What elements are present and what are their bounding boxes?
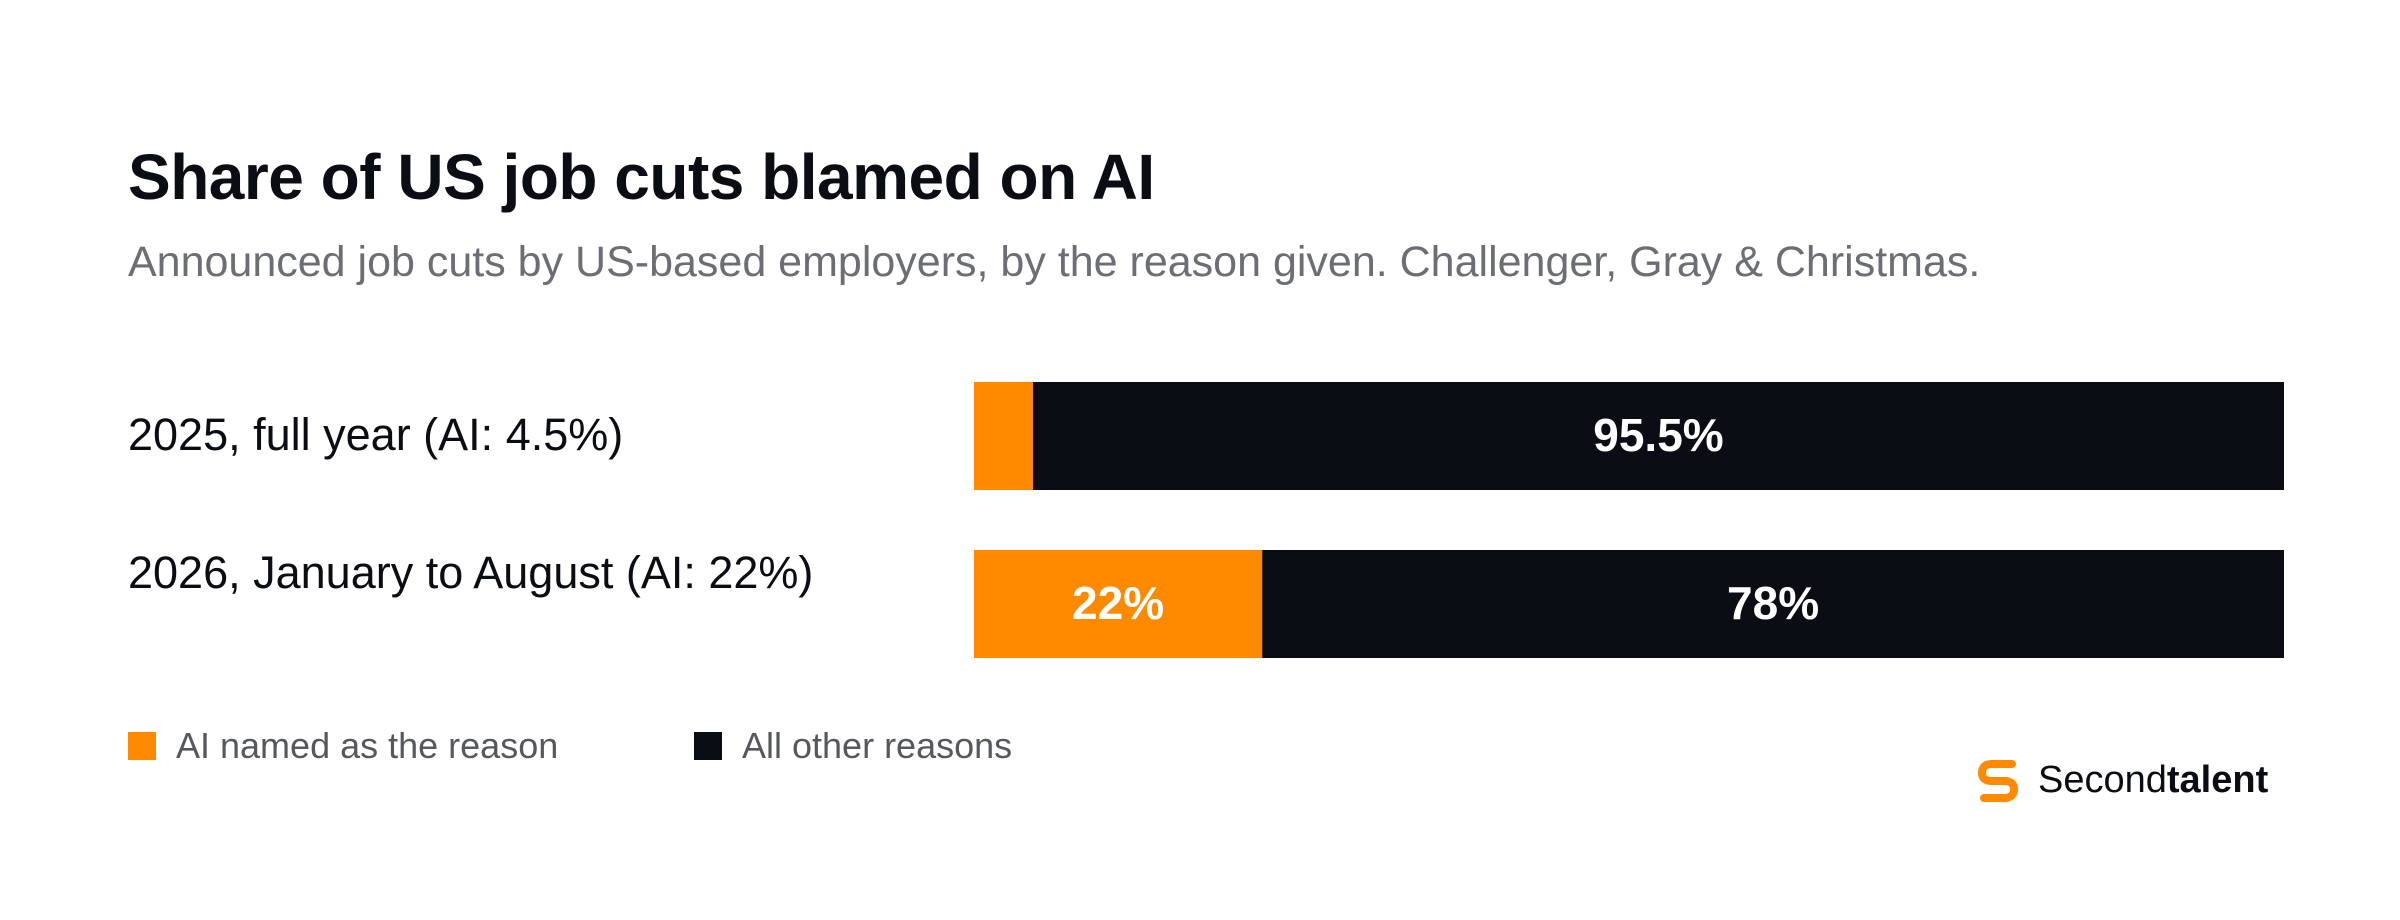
legend-item-ai: AI named as the reason <box>128 722 558 770</box>
legend-swatch-ai <box>128 732 156 760</box>
data-label-other-0: 95.5% <box>1593 409 1723 461</box>
legend-label-other: All other reasons <box>742 725 1013 766</box>
legend-item-other: All other reasons <box>694 722 1012 770</box>
legend-label-ai: AI named as the reason <box>176 725 559 766</box>
bar-segment-other-1 <box>1262 550 2284 658</box>
brand-name-regular: Second <box>2038 758 2167 801</box>
chart-subtitle: Announced job cuts by US-based employers… <box>128 238 1981 286</box>
legend-swatch-other <box>694 732 722 760</box>
bar-segment-other-0 <box>1032 382 2284 490</box>
brand-name-bold: talent <box>2166 758 2269 801</box>
chart-title: Share of US job cuts blamed on AI <box>128 141 1155 213</box>
category-label-2025: 2025, full year (AI: 4.5%) <box>128 409 624 460</box>
secondtalent-s-logo-icon <box>1978 760 2018 802</box>
category-label-2026: 2026, January to August (AI: 22%) <box>128 547 814 598</box>
brand-logo: Secondtalent <box>1972 752 2268 808</box>
bar-segment-ai-0 <box>974 382 1033 490</box>
data-label-other-1: 78% <box>1727 577 1819 629</box>
brand-name: Secondtalent <box>2038 759 2268 802</box>
bar-segment-ai-1 <box>974 550 1263 658</box>
data-label-ai-1: 22% <box>1072 577 1164 629</box>
